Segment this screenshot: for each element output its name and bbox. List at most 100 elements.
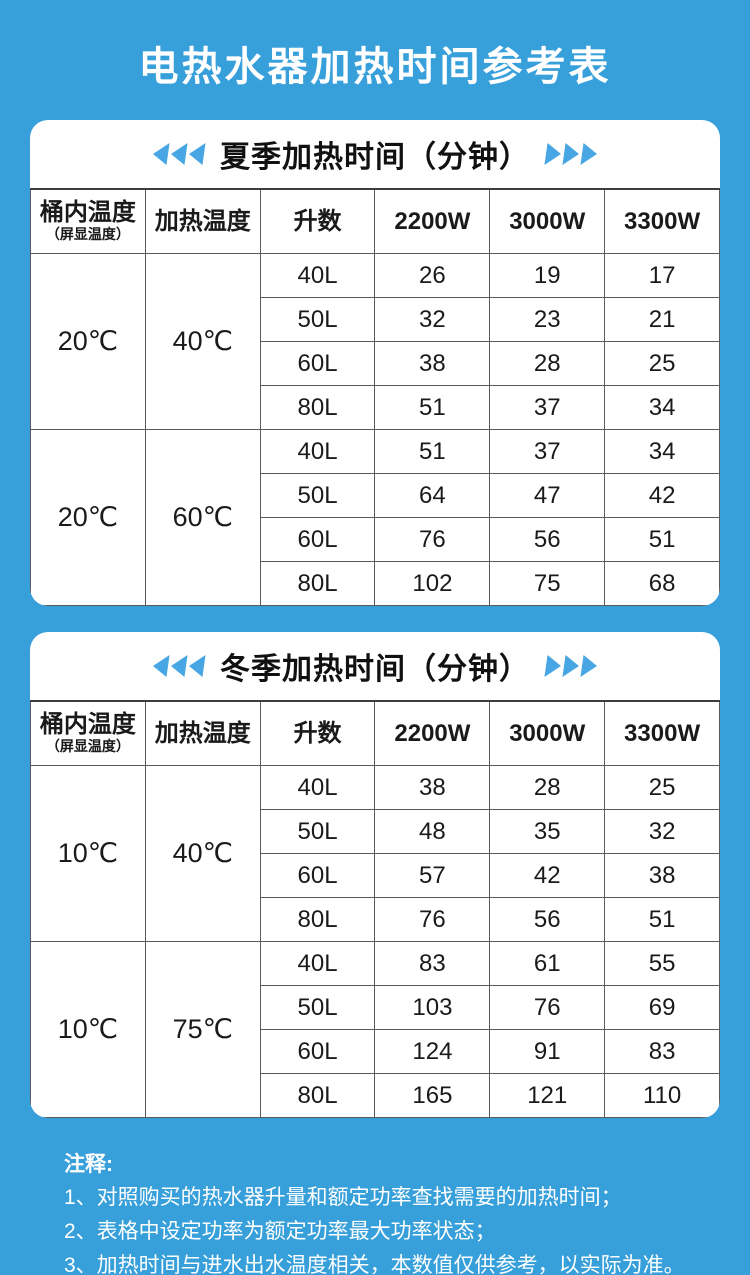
heat-temp-cell: 40℃ (144, 765, 261, 942)
minutes-cell: 75 (489, 561, 606, 606)
minutes-cell: 21 (604, 297, 720, 342)
left-arrow-triangle-icon (187, 143, 206, 165)
table-row: 20℃ 60℃ 40L 51 37 34 (30, 429, 720, 606)
left-arrow-triangle-icon (169, 655, 188, 677)
header-tank-temp-main: 桶内温度 (39, 711, 136, 738)
heat-temp-cell: 40℃ (144, 253, 261, 430)
right-arrow-triangle-icon (562, 655, 581, 677)
liters-cell: 50L (259, 809, 376, 854)
minutes-cell: 37 (489, 385, 606, 430)
minutes-cell: 68 (604, 561, 720, 606)
liters-cell: 40L (259, 429, 376, 474)
minutes-cell: 69 (604, 985, 720, 1030)
summer-card-title: 夏季加热时间（分钟） (220, 141, 530, 174)
notes-title: 注释: (64, 1153, 113, 1176)
minutes-cell: 28 (489, 341, 606, 386)
table-row: 80L 51 37 34 (31, 385, 720, 430)
minutes-cell: 64 (374, 473, 491, 518)
minutes-cell: 121 (489, 1073, 606, 1118)
minutes-cell: 38 (604, 853, 720, 898)
minutes-cell: 42 (489, 853, 606, 898)
left-arrow-triangle-icon (187, 655, 206, 677)
right-arrow-triangle-icon (544, 143, 563, 165)
minutes-cell: 25 (604, 341, 720, 386)
header-heat-temp: 加热温度 (144, 700, 261, 766)
table-row: 80L 76 56 51 (31, 897, 720, 942)
table-row: 80L 102 75 68 (31, 561, 720, 606)
header-tank-temp-sub: （屏显温度） (45, 226, 130, 242)
tank-temp-cell: 10℃ (30, 941, 146, 1118)
notes-section: 注释: 1、对照购买的热水器升量和额定功率查找需要的加热时间； 2、表格中设定功… (64, 1148, 750, 1275)
winter-heating-table: 桶内温度 （屏显温度） 加热温度 升数 2200W 3000W 3300W 10… (30, 700, 720, 1118)
left-arrow-triangle-icon (151, 143, 170, 165)
table-row: 50L 48 35 32 (31, 809, 720, 854)
liters-cell: 60L (259, 1029, 376, 1074)
liters-cell: 80L (259, 1073, 376, 1118)
heat-temp-cell: 75℃ (144, 941, 261, 1118)
liters-cell: 40L (259, 765, 376, 810)
header-power-2200w: 2200W (374, 700, 491, 766)
minutes-cell: 102 (374, 561, 491, 606)
winter-card-header: 冬季加热时间（分钟） (30, 632, 720, 700)
liters-cell: 60L (259, 853, 376, 898)
header-liters: 升数 (259, 188, 376, 254)
right-arrow-triangle-icon (580, 143, 599, 165)
liters-cell: 80L (259, 897, 376, 942)
header-heat-temp: 加热温度 (144, 188, 261, 254)
header-tank-temp-main: 桶内温度 (39, 199, 136, 226)
header-power-3000w: 3000W (489, 188, 606, 254)
triple-left-arrows-icon (151, 655, 206, 677)
winter-table-body: 10℃ 40℃ 40L 38 28 25 50L 48 35 32 60L 57… (30, 765, 720, 1118)
minutes-cell: 38 (374, 341, 491, 386)
liters-cell: 80L (259, 561, 376, 606)
header-tank-temp-sub: （屏显温度） (45, 738, 130, 754)
heat-temp-cell: 60℃ (144, 429, 261, 606)
minutes-cell: 51 (604, 897, 720, 942)
right-arrow-triangle-icon (562, 143, 581, 165)
table-row: 10℃ 40℃ 40L 38 28 25 (30, 765, 720, 942)
liters-cell: 50L (259, 297, 376, 342)
winter-card-title: 冬季加热时间（分钟） (220, 653, 530, 686)
minutes-cell: 25 (604, 765, 720, 810)
summer-table-head: 桶内温度 （屏显温度） 加热温度 升数 2200W 3000W 3300W (30, 188, 720, 254)
minutes-cell: 57 (374, 853, 491, 898)
table-row: 50L 103 76 69 (31, 985, 720, 1030)
winter-table-card: 冬季加热时间（分钟） 桶内温度 （屏显温度） 加热温度 升数 2200W 300… (30, 632, 720, 1118)
header-liters: 升数 (259, 700, 376, 766)
triple-left-arrows-icon (151, 143, 206, 165)
header-power-2200w: 2200W (374, 188, 491, 254)
minutes-cell: 55 (604, 941, 720, 986)
minutes-cell: 83 (374, 941, 491, 986)
note-item-2: 2、表格中设定功率为额定功率最大功率状态； (64, 1220, 496, 1243)
minutes-cell: 76 (374, 517, 491, 562)
minutes-cell: 51 (374, 385, 491, 430)
minutes-cell: 56 (489, 897, 606, 942)
note-item-1: 1、对照购买的热水器升量和额定功率查找需要的加热时间； (64, 1186, 622, 1209)
triple-right-arrows-icon (544, 655, 599, 677)
left-arrow-triangle-icon (151, 655, 170, 677)
minutes-cell: 76 (374, 897, 491, 942)
minutes-cell: 34 (604, 429, 720, 474)
header-power-3300w: 3300W (604, 700, 720, 766)
minutes-cell: 48 (374, 809, 491, 854)
right-arrow-triangle-icon (580, 655, 599, 677)
liters-cell: 40L (259, 253, 376, 298)
minutes-cell: 47 (489, 473, 606, 518)
tank-temp-cell: 20℃ (30, 429, 146, 606)
tank-temp-cell: 10℃ (30, 765, 146, 942)
minutes-cell: 32 (604, 809, 720, 854)
summer-table-card: 夏季加热时间（分钟） 桶内温度 （屏显温度） 加热温度 升数 2200W 300… (30, 120, 720, 606)
minutes-cell: 23 (489, 297, 606, 342)
minutes-cell: 91 (489, 1029, 606, 1074)
table-header-row: 桶内温度 （屏显温度） 加热温度 升数 2200W 3000W 3300W (30, 700, 720, 766)
header-tank-temp: 桶内温度 （屏显温度） (30, 700, 146, 766)
summer-card-header: 夏季加热时间（分钟） (30, 120, 720, 188)
triple-right-arrows-icon (544, 143, 599, 165)
winter-table-head: 桶内温度 （屏显温度） 加热温度 升数 2200W 3000W 3300W (30, 700, 720, 766)
liters-cell: 60L (259, 517, 376, 562)
minutes-cell: 51 (604, 517, 720, 562)
table-row: 50L 64 47 42 (31, 473, 720, 518)
summer-heating-table: 桶内温度 （屏显温度） 加热温度 升数 2200W 3000W 3300W 20… (30, 188, 720, 606)
minutes-cell: 51 (374, 429, 491, 474)
